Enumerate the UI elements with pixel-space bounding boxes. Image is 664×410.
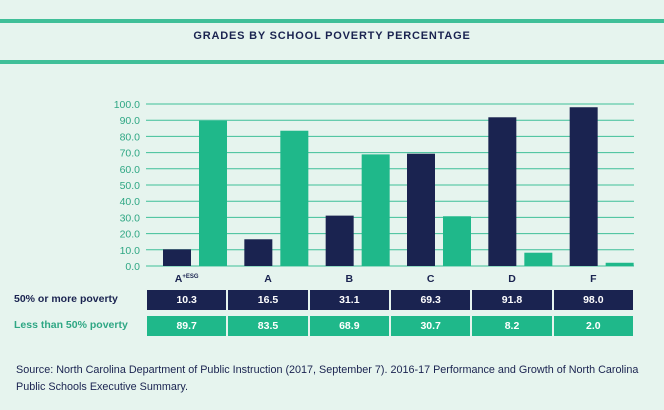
row-label-low-poverty: Less than 50% poverty [14, 319, 128, 331]
cell-low-poverty-5: 2.0 [553, 316, 633, 336]
y-tick-label: 0.0 [125, 261, 140, 273]
bar-high-poverty-4 [488, 117, 517, 266]
x-tick-label: C [427, 273, 435, 285]
x-axis-ticks: A+ESG A B C D F [175, 273, 597, 285]
y-axis-ticks: 0.0 10.0 20.0 30.0 40.0 50.0 60.0 70.0 80.0 90.0 1… [114, 99, 140, 273]
y-tick-label: 30.0 [120, 212, 141, 224]
y-tick-label: 60.0 [120, 164, 141, 176]
chart-title: GRADES BY SCHOOL POVERTY PERCENTAGE [193, 30, 471, 42]
row-label-high-poverty: 50% or more poverty [14, 293, 118, 305]
y-tick-label: 50.0 [120, 180, 141, 192]
cell-low-poverty-2: 68.9 [309, 316, 389, 336]
x-tick-label: F [590, 273, 597, 285]
cell-low-poverty-3: 30.7 [391, 316, 471, 336]
cell-low-poverty-4: 8.2 [472, 316, 552, 336]
source-note: Source: North Carolina Department of Pub… [16, 364, 639, 393]
cell-high-poverty-5: 98.0 [553, 290, 633, 310]
bar-high-poverty-0 [163, 249, 191, 266]
y-tick-label: 10.0 [120, 245, 141, 257]
top-rule [0, 19, 664, 23]
y-tick-label: 90.0 [120, 115, 141, 127]
bar-low-poverty-2 [361, 154, 390, 266]
bar-low-poverty-1 [280, 130, 309, 266]
chart-grid [146, 103, 634, 267]
bar-low-poverty-3 [443, 216, 471, 266]
bar-chart: 0.0 10.0 20.0 30.0 40.0 50.0 60.0 70.0 80.0 90.0 1… [114, 99, 634, 285]
x-tick-label: B [346, 273, 354, 285]
bar-low-poverty-4 [524, 252, 553, 266]
y-tick-label: 20.0 [120, 229, 141, 241]
cell-low-poverty-0: 89.7 [147, 316, 227, 336]
bar-low-poverty-5 [605, 262, 634, 266]
x-tick-label: A [264, 273, 272, 285]
title-underline [0, 60, 664, 64]
x-tick-label: A+ESG [175, 273, 199, 285]
cell-high-poverty-0: 10.3 [147, 290, 227, 310]
cell-high-poverty-1: 16.5 [228, 290, 308, 310]
chart-bars [163, 107, 634, 267]
cell-high-poverty-2: 31.1 [309, 290, 389, 310]
y-tick-label: 80.0 [120, 131, 141, 143]
cell-high-poverty-3: 69.3 [391, 290, 471, 310]
cell-high-poverty-4: 91.8 [472, 290, 552, 310]
bar-low-poverty-0 [199, 120, 227, 266]
bar-high-poverty-5 [569, 107, 598, 267]
bar-high-poverty-1 [244, 239, 273, 266]
y-tick-label: 70.0 [120, 148, 141, 160]
y-tick-label: 100.0 [114, 99, 140, 111]
x-tick-label: D [508, 273, 516, 285]
bar-high-poverty-3 [407, 153, 435, 266]
cell-low-poverty-1: 83.5 [228, 316, 308, 336]
bar-high-poverty-2 [325, 215, 354, 266]
y-tick-label: 40.0 [120, 196, 141, 208]
